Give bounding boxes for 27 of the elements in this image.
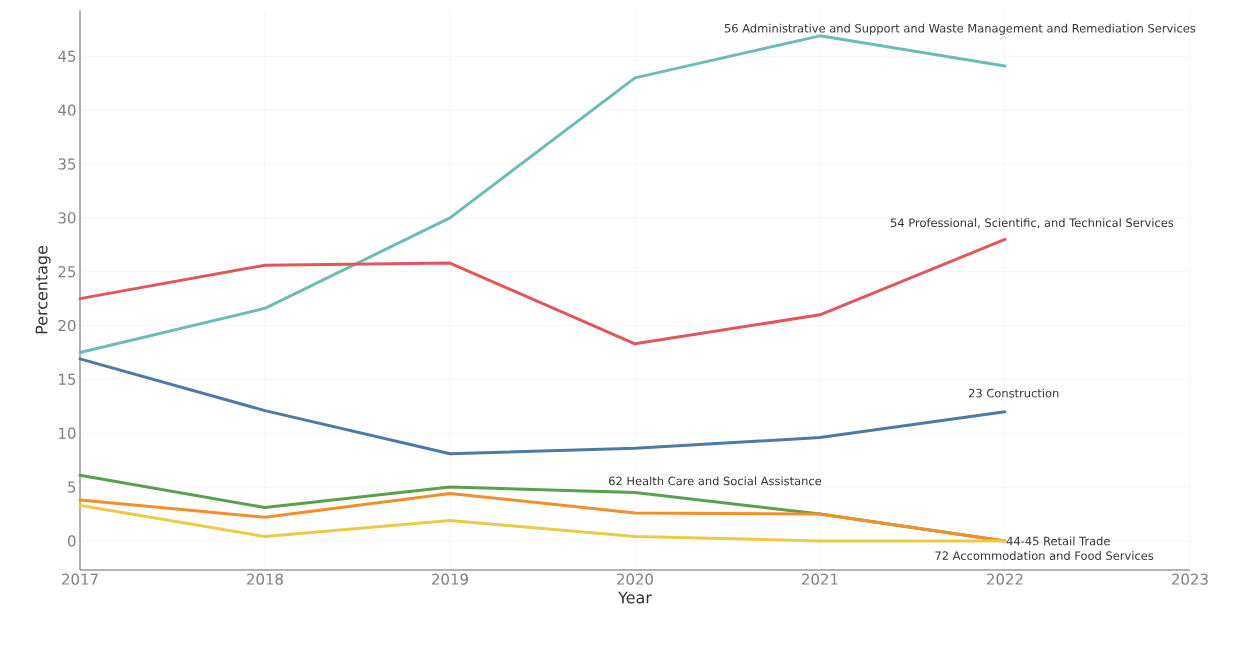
x-tick-label: 2023 bbox=[1172, 573, 1208, 585]
line-series bbox=[78, 237, 1007, 346]
x-tick-label: 2021 bbox=[802, 573, 838, 585]
series-label: 23 Construction bbox=[968, 388, 1059, 398]
y-tick-label: 15 bbox=[59, 373, 76, 385]
x-tick-label: 2018 bbox=[247, 573, 283, 585]
y-tick-label: 40 bbox=[58, 104, 76, 116]
series-label: 72 Accommodation and Food Services bbox=[935, 551, 1154, 560]
series-label: 44-45 Retail Trade bbox=[1006, 536, 1110, 546]
y-tick-label: 25 bbox=[58, 266, 76, 278]
x-tick-label: 2019 bbox=[432, 573, 468, 585]
y-tick-label: 20 bbox=[58, 319, 76, 332]
x-axis-title: Year bbox=[618, 591, 652, 604]
x-tick-label: 2022 bbox=[987, 573, 1023, 585]
y-tick-label: 35 bbox=[58, 158, 76, 170]
y-tick-label: 45 bbox=[58, 50, 76, 62]
line-series bbox=[78, 503, 1007, 543]
y-tick-label: 0 bbox=[67, 535, 76, 547]
y-tick-label: 10 bbox=[59, 427, 76, 439]
text: 54 Professional, Scientific, and Technical Services bbox=[890, 218, 1174, 229]
series-label: 62 Health Care and Social Assistance bbox=[609, 476, 822, 486]
y-tick-label: 5 bbox=[68, 481, 76, 493]
series-label: 56 Administrative and Support and Waste Management and Remediation Services bbox=[724, 23, 1196, 35]
x-tick-label: 2017 bbox=[62, 573, 98, 585]
y-axis-title: Percentage bbox=[35, 246, 51, 334]
x-tick-label: 2020 bbox=[617, 573, 653, 585]
y-tick-label: 30 bbox=[58, 212, 76, 224]
